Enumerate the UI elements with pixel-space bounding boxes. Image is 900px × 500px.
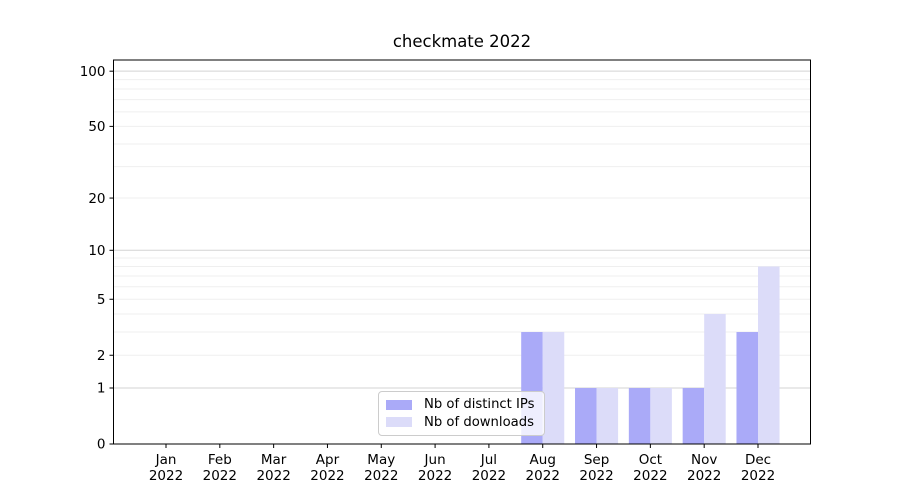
y-tick-label: 20	[88, 191, 105, 207]
bar-aug-downloads	[542, 332, 565, 444]
legend-item-distinct-ips: Nb of distinct IPs	[386, 397, 537, 412]
x-tick-label-month: Sep	[584, 452, 609, 468]
x-tick-label-month: Nov	[691, 452, 717, 468]
bar-dec-downloads	[758, 266, 780, 444]
chart-title: checkmate 2022	[392, 32, 532, 51]
x-tick-label-year: 2022	[526, 468, 560, 484]
x-tick-label-year: 2022	[472, 468, 506, 484]
x-tick-label-month: Dec	[745, 452, 771, 468]
bar-oct-downloads	[650, 388, 672, 444]
x-tick-label-year: 2022	[579, 468, 613, 484]
x-tick-label-year: 2022	[310, 468, 344, 484]
y-tick-label: 10	[88, 243, 105, 259]
x-tick-label-year: 2022	[633, 468, 667, 484]
x-tick-label-month: Apr	[316, 452, 340, 468]
x-tick-label-month: Aug	[530, 452, 556, 468]
x-tick-label-year: 2022	[256, 468, 290, 484]
y-tick-label: 5	[97, 292, 106, 308]
x-tick-label-month: Jan	[155, 452, 177, 468]
legend-swatch-distinct-ips	[386, 399, 412, 410]
y-tick-label: 1	[97, 381, 106, 397]
legend-swatch-downloads	[386, 417, 412, 428]
legend-label-distinct-ips: Nb of distinct IPs	[424, 397, 535, 413]
legend-label-downloads: Nb of downloads	[424, 414, 534, 430]
bar-dec-distinct-ips	[736, 332, 758, 444]
x-tick-label-month: Jul	[480, 452, 497, 468]
y-tick-label: 50	[88, 119, 105, 135]
bar-nov-downloads	[704, 313, 726, 444]
y-tick-label: 2	[97, 348, 106, 364]
bar-sep-downloads	[596, 388, 619, 444]
x-tick-label-year: 2022	[741, 468, 775, 484]
x-tick-label-month: Mar	[261, 452, 287, 468]
x-tick-label-year: 2022	[149, 468, 183, 484]
y-tick-label: 100	[80, 64, 106, 80]
x-tick-label-month: Jun	[424, 452, 446, 468]
legend-item-downloads: Nb of downloads	[386, 415, 537, 430]
bar-sep-distinct-ips	[575, 388, 597, 444]
x-tick-label-year: 2022	[418, 468, 452, 484]
x-tick-label-year: 2022	[364, 468, 398, 484]
x-tick-label-month: Oct	[639, 452, 662, 468]
x-tick-label-year: 2022	[203, 468, 237, 484]
bar-oct-distinct-ips	[628, 388, 651, 444]
chart-legend: Nb of distinct IPs Nb of downloads	[378, 391, 545, 436]
plot-border	[113, 59, 811, 445]
x-tick-label-month: May	[367, 452, 395, 468]
x-tick-label-year: 2022	[687, 468, 721, 484]
y-tick-label: 0	[97, 437, 106, 453]
x-tick-label-month: Feb	[208, 452, 232, 468]
bar-nov-distinct-ips	[682, 388, 705, 444]
